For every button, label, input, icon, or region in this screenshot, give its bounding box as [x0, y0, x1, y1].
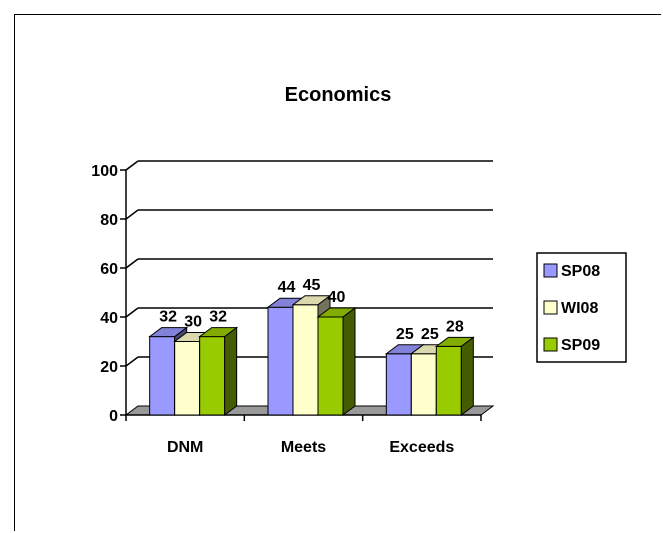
data-labels: 32 30 32 44 45 40 25 25 28 [159, 277, 464, 343]
legend-label-SP09: SP09 [561, 337, 600, 354]
y-tick-label: 100 [91, 163, 118, 180]
x-tick-label: Exceeds [389, 439, 454, 456]
x-tick-label: DNM [167, 439, 203, 456]
data-label: 25 [421, 326, 439, 343]
chart-title: Economics [285, 84, 392, 106]
y-tick-label: 60 [100, 261, 118, 278]
legend: SP08 WI08 SP09 [536, 252, 627, 363]
bars [148, 294, 475, 416]
data-label: 44 [278, 279, 296, 296]
data-label: 32 [209, 309, 227, 326]
bar-SP09-Meets [316, 307, 357, 416]
y-tick-label: 80 [100, 212, 118, 229]
data-label: 45 [303, 277, 321, 294]
legend-swatch-SP08 [543, 263, 558, 278]
gridline-depth [125, 160, 139, 171]
legend-label-WI08: WI08 [561, 300, 598, 317]
legend-swatch-SP09 [543, 337, 558, 352]
y-tick-label: 0 [109, 408, 118, 425]
y-tick-label: 40 [100, 310, 118, 327]
legend-label-SP08: SP08 [561, 263, 600, 280]
gridline-depth [125, 209, 139, 220]
data-label: 30 [184, 314, 202, 331]
bar-SP09-DNM [198, 326, 239, 416]
gridline-depth [125, 307, 139, 318]
data-label: 28 [446, 318, 464, 335]
legend-swatch-WI08 [543, 300, 558, 315]
data-label: 25 [396, 326, 414, 343]
data-label: 32 [159, 309, 177, 326]
data-label: 40 [328, 289, 346, 306]
x-tick-label: Meets [281, 439, 326, 456]
gridline-depth [125, 356, 139, 367]
y-tick-label: 20 [100, 359, 118, 376]
gridline-depth [125, 258, 139, 269]
bar-SP09-Exceeds [434, 336, 475, 416]
